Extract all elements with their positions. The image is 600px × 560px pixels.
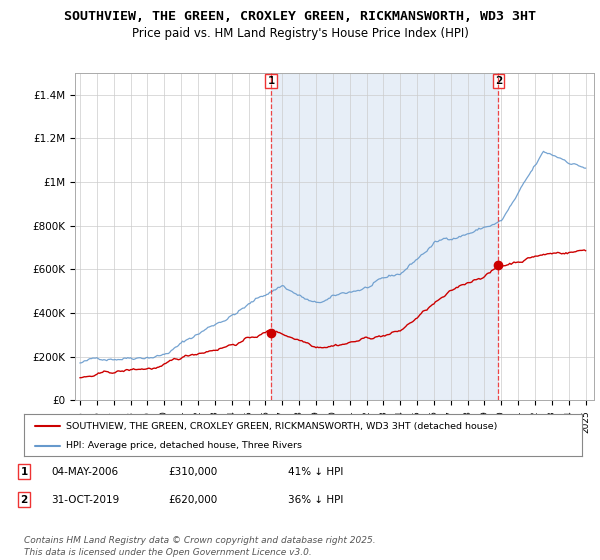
Text: HPI: Average price, detached house, Three Rivers: HPI: Average price, detached house, Thre… — [66, 441, 302, 450]
Text: SOUTHVIEW, THE GREEN, CROXLEY GREEN, RICKMANSWORTH, WD3 3HT: SOUTHVIEW, THE GREEN, CROXLEY GREEN, RIC… — [64, 10, 536, 22]
Text: 1: 1 — [268, 76, 275, 86]
Text: Contains HM Land Registry data © Crown copyright and database right 2025.
This d: Contains HM Land Registry data © Crown c… — [24, 536, 376, 557]
Text: 04-MAY-2006: 04-MAY-2006 — [51, 466, 118, 477]
Text: £310,000: £310,000 — [168, 466, 217, 477]
Text: 31-OCT-2019: 31-OCT-2019 — [51, 494, 119, 505]
Text: 1: 1 — [20, 466, 28, 477]
Text: Price paid vs. HM Land Registry's House Price Index (HPI): Price paid vs. HM Land Registry's House … — [131, 27, 469, 40]
Text: 2: 2 — [495, 76, 502, 86]
Text: 41% ↓ HPI: 41% ↓ HPI — [288, 466, 343, 477]
Text: £620,000: £620,000 — [168, 494, 217, 505]
Bar — [271, 73, 499, 400]
Text: 2: 2 — [20, 494, 28, 505]
Text: SOUTHVIEW, THE GREEN, CROXLEY GREEN, RICKMANSWORTH, WD3 3HT (detached house): SOUTHVIEW, THE GREEN, CROXLEY GREEN, RIC… — [66, 422, 497, 431]
Text: 36% ↓ HPI: 36% ↓ HPI — [288, 494, 343, 505]
